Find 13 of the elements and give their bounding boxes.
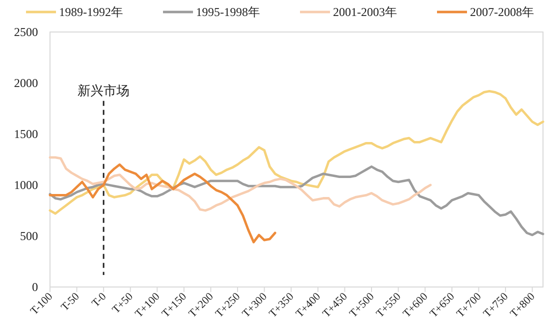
y-tick-label: 2000 (14, 76, 38, 90)
ref-line-label: 新兴市场 (78, 82, 130, 98)
y-tick-label: 0 (32, 280, 38, 294)
y-tick-label: 1000 (14, 178, 38, 192)
legend-label: 2001-2003年 (333, 5, 397, 19)
y-tick-label: 2500 (14, 25, 38, 39)
legend-label: 2007-2008年 (470, 5, 534, 19)
legend-label: 1995-1998年 (196, 5, 260, 19)
legend-label: 1989-1992年 (59, 5, 123, 19)
x-tick-label: T-0 (90, 290, 110, 310)
y-tick-label: 1500 (14, 127, 38, 141)
y-tick-label: 500 (20, 229, 38, 243)
x-tick-label: T-50 (59, 290, 82, 314)
